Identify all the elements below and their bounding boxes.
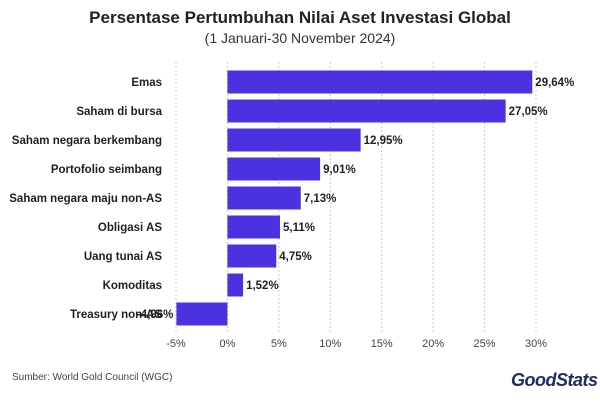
category-label: Saham negara maju non-AS bbox=[9, 193, 162, 205]
category-label: Portofolio seimbang bbox=[51, 164, 162, 176]
category-label: Emas bbox=[131, 77, 162, 89]
value-label: 5,11% bbox=[283, 222, 315, 234]
chart-title: Persentase Pertumbuhan Nilai Aset Invest… bbox=[89, 8, 511, 27]
x-tick-label: 30% bbox=[525, 338, 547, 350]
x-tick-label: 0% bbox=[219, 338, 235, 350]
value-labels: 29,64% 27,05% 12,95% 9,01% 7,13% 5,11% 4,75% 1,… bbox=[137, 77, 574, 321]
value-label: 1,52% bbox=[246, 280, 279, 292]
x-axis-ticks: -5% 0% 5% 10% 15% 20% 25% 30% bbox=[166, 338, 547, 350]
value-label: 12,95% bbox=[364, 135, 403, 147]
bar bbox=[227, 128, 361, 152]
goodstats-logo: GoodStats bbox=[511, 370, 598, 390]
category-label: Obligasi AS bbox=[98, 222, 162, 234]
bar bbox=[227, 157, 321, 181]
x-tick-label: -5% bbox=[166, 338, 186, 350]
bar bbox=[227, 215, 280, 239]
bar bbox=[227, 244, 277, 268]
value-label: 4,75% bbox=[279, 251, 312, 263]
category-label: Treasury non-AS bbox=[70, 309, 162, 321]
value-label: 9,01% bbox=[323, 164, 356, 176]
category-label: Saham negara berkembang bbox=[12, 135, 162, 147]
value-label: 7,13% bbox=[304, 193, 337, 205]
x-tick-label: 5% bbox=[271, 338, 287, 350]
category-label: Komoditas bbox=[103, 280, 162, 292]
category-labels: Emas Saham di bursa Saham negara berkemban… bbox=[9, 77, 162, 321]
bar bbox=[176, 302, 228, 326]
chart-subtitle: (1 Januari-30 November 2024) bbox=[204, 30, 396, 46]
category-label: Saham di bursa bbox=[76, 106, 162, 118]
source-note: Sumber: World Gold Council (WGC) bbox=[12, 372, 173, 383]
x-tick-label: 15% bbox=[371, 338, 393, 350]
x-tick-label: 20% bbox=[422, 338, 444, 350]
value-label: 29,64% bbox=[535, 77, 574, 89]
value-label: 27,05% bbox=[509, 106, 548, 118]
bar bbox=[227, 99, 506, 123]
bars bbox=[176, 70, 533, 326]
bar bbox=[227, 70, 533, 94]
bar bbox=[227, 273, 244, 297]
x-tick-label: 25% bbox=[474, 338, 496, 350]
x-tick-label: 10% bbox=[319, 338, 341, 350]
bar bbox=[227, 186, 301, 210]
category-label: Uang tunai AS bbox=[84, 251, 162, 263]
value-label: -4,96% bbox=[137, 309, 173, 321]
